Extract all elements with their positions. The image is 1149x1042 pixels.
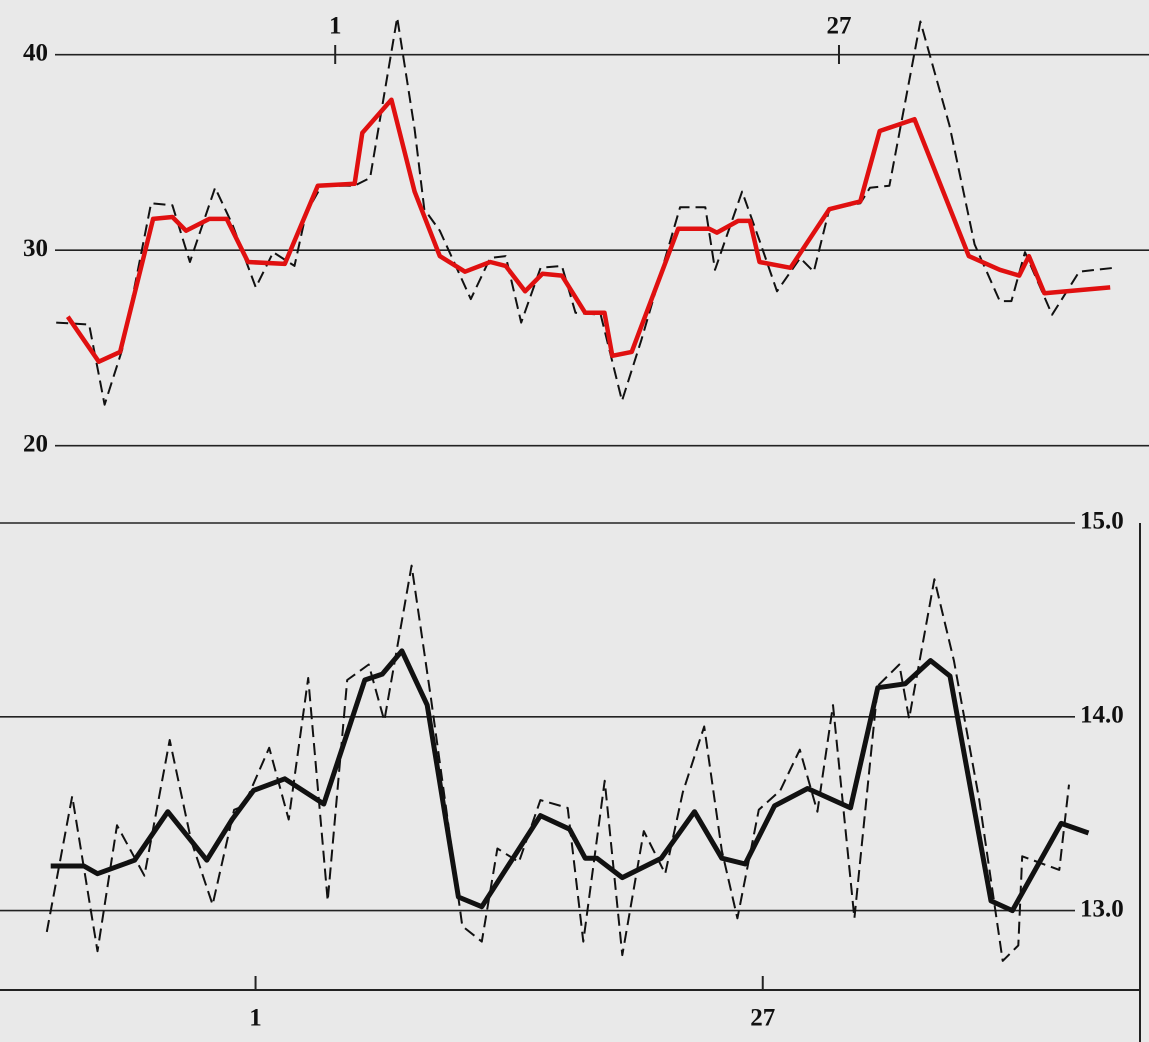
y-tick-label: 13.0 xyxy=(1080,895,1124,922)
y-tick-label: 30 xyxy=(23,235,48,262)
line-series xyxy=(65,97,1111,364)
y-tick-label: 20 xyxy=(23,430,48,457)
x-tick-label: 27 xyxy=(750,1005,775,1032)
x-tick-label: 1 xyxy=(249,1005,262,1032)
line-series xyxy=(50,648,1090,914)
y-tick-label: 15.0 xyxy=(1080,508,1124,535)
y-tick-label: 14.0 xyxy=(1080,702,1124,729)
x-tick-label: 1 xyxy=(329,13,342,40)
y-tick-label: 40 xyxy=(23,39,48,66)
x-tick-label: 27 xyxy=(826,13,851,40)
